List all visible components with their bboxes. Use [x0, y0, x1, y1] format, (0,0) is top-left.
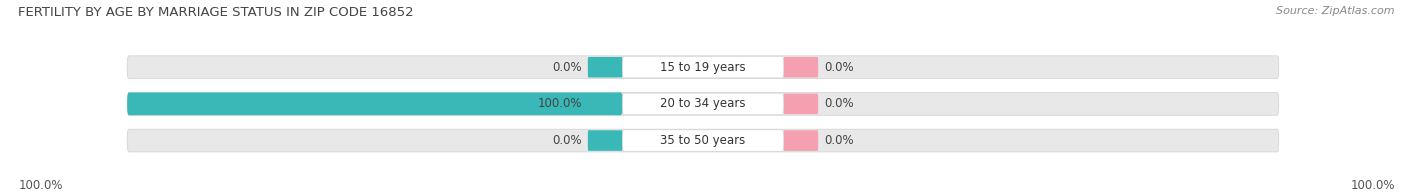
FancyBboxPatch shape: [783, 130, 818, 151]
Text: 20 to 34 years: 20 to 34 years: [661, 97, 745, 110]
FancyBboxPatch shape: [127, 56, 1279, 79]
FancyBboxPatch shape: [127, 129, 1279, 152]
Text: FERTILITY BY AGE BY MARRIAGE STATUS IN ZIP CODE 16852: FERTILITY BY AGE BY MARRIAGE STATUS IN Z…: [18, 6, 413, 19]
FancyBboxPatch shape: [588, 94, 623, 114]
Text: 0.0%: 0.0%: [553, 134, 582, 147]
Text: 100.0%: 100.0%: [1350, 179, 1395, 192]
FancyBboxPatch shape: [783, 57, 818, 77]
Text: Source: ZipAtlas.com: Source: ZipAtlas.com: [1277, 6, 1395, 16]
FancyBboxPatch shape: [127, 93, 623, 115]
FancyBboxPatch shape: [127, 93, 1279, 115]
FancyBboxPatch shape: [588, 57, 623, 77]
FancyBboxPatch shape: [783, 94, 818, 114]
FancyBboxPatch shape: [623, 57, 783, 78]
Text: 15 to 19 years: 15 to 19 years: [661, 61, 745, 74]
Text: 0.0%: 0.0%: [824, 61, 853, 74]
Text: 35 to 50 years: 35 to 50 years: [661, 134, 745, 147]
FancyBboxPatch shape: [623, 130, 783, 151]
Text: 0.0%: 0.0%: [824, 134, 853, 147]
FancyBboxPatch shape: [588, 130, 623, 151]
Text: 100.0%: 100.0%: [537, 97, 582, 110]
Text: 100.0%: 100.0%: [18, 179, 63, 192]
Text: 0.0%: 0.0%: [824, 97, 853, 110]
FancyBboxPatch shape: [623, 93, 783, 114]
Text: 0.0%: 0.0%: [553, 61, 582, 74]
